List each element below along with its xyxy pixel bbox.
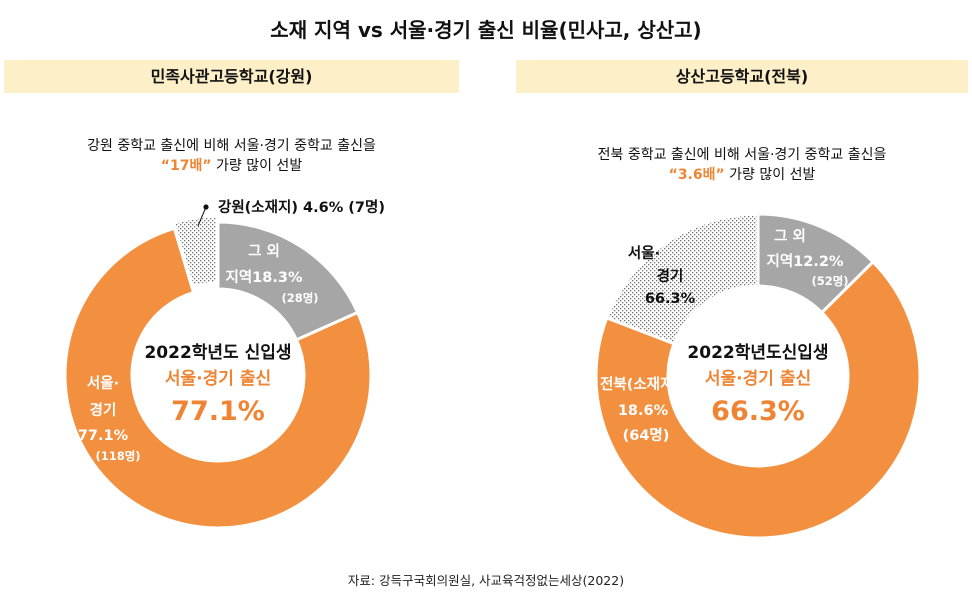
slice-count-gray: (28명) — [281, 291, 318, 305]
note-line2: “17배” 가량 많이 선발 — [4, 156, 459, 176]
slice-label-hatch: 강원(소재지) 4.6% (7명) — [218, 198, 385, 216]
slice-label-orange: 서울· — [87, 375, 119, 392]
slice-orange — [594, 259, 922, 540]
slice-label-gray: 그 외 — [248, 242, 280, 260]
note-minsago: 강원 중학교 출신에 비해 서울·경기 중학교 출신을 “17배” 가량 많이 … — [4, 136, 459, 176]
slice-label-orange: 경기 — [657, 267, 684, 285]
donut-slices-0 — [63, 214, 373, 530]
center-sublabel: 서울·경기 출신 — [165, 369, 271, 389]
center-label: 2022학년도신입생 — [687, 343, 828, 363]
center-value: 66.3% — [711, 396, 805, 427]
slice-label-hatch: 18.6% — [618, 403, 669, 419]
slice-label-gray: 지역12.2% — [767, 253, 844, 270]
slice-count-orange: (118명) — [95, 449, 140, 463]
panel-title-sangsan: 상산고등학교(전북) — [516, 60, 968, 93]
slice-hatch — [604, 212, 760, 346]
slice-gray — [216, 220, 360, 342]
slice-label-hatch: (64명) — [623, 426, 670, 444]
note-line2-rest: 가량 많이 선발 — [211, 158, 303, 174]
center-value: 77.1% — [171, 396, 265, 427]
note-sangsan: 전북 중학교 출신에 비해 서울·경기 중학교 출신을 “3.6배” 가량 많이… — [516, 145, 968, 185]
center-sublabel: 서울·경기 출신 — [705, 369, 811, 389]
slice-orange — [63, 226, 373, 530]
donut-slices-1 — [594, 212, 922, 540]
panel-title-minsago: 민족사관고등학교(강원) — [4, 60, 459, 93]
slice-hatch — [171, 214, 219, 289]
note-line1: 강원 중학교 출신에 비해 서울·경기 중학교 출신을 — [87, 138, 376, 154]
note-line1: 전북 중학교 출신에 비해 서울·경기 중학교 출신을 — [597, 147, 887, 163]
leader-line — [197, 206, 207, 227]
slice-label-gray: 그 외 — [774, 227, 806, 245]
center-label: 2022학년도 신입생 — [144, 343, 291, 363]
note-highlight: “3.6배” — [668, 167, 725, 183]
slice-label-hatch: 전북(소재지) — [600, 376, 680, 393]
note-line2-rest: 가량 많이 선발 — [724, 167, 816, 183]
slice-label-orange: 경기 — [90, 401, 117, 419]
chart-title: 소재 지역 vs 서울·경기 출신 비율(민사고, 상산고) — [270, 18, 702, 42]
slice-label-gray: 지역18.3% — [226, 269, 303, 286]
source-note: 자료: 강득구국회의원실, 사교육걱정없는세상(2022) — [347, 573, 625, 588]
note-line2: “3.6배” 가량 많이 선발 — [516, 165, 968, 185]
slice-count-gray: (52명) — [811, 274, 848, 288]
note-highlight: “17배” — [160, 158, 212, 174]
slice-label-orange: 77.1% — [78, 428, 129, 444]
slice-label-orange: 서울· — [628, 245, 660, 262]
slice-label-orange: 66.3% — [645, 291, 696, 307]
